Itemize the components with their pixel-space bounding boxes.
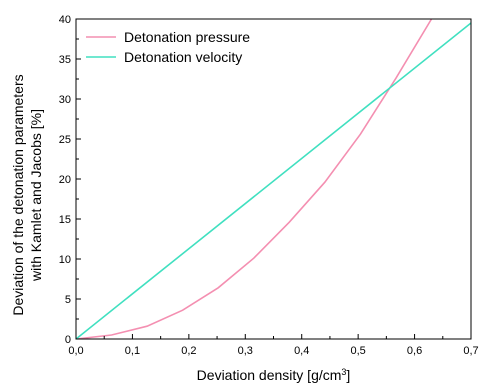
y-axis-title-line1: Deviation of the detonation parameters — [10, 74, 26, 315]
x-tick-label: 0,1 — [125, 345, 140, 357]
x-axis-title-end: ] — [346, 367, 350, 383]
x-tick-label: 0,7 — [463, 345, 478, 357]
legend: Detonation pressure Detonation velocity — [86, 29, 250, 65]
x-axis-title-superscript: 3 — [341, 367, 346, 377]
y-tick-label: 0 — [65, 334, 71, 346]
x-tick-label: 0,6 — [407, 345, 422, 357]
legend-label: Detonation pressure — [124, 29, 250, 45]
y-tick-label: 5 — [65, 294, 71, 306]
x-axis-title-main: Deviation density [g/cm — [197, 367, 342, 383]
x-tick-label: 0,2 — [181, 345, 196, 357]
y-tick-label: 25 — [59, 134, 71, 146]
y-axis-title-line2: with Kamlet and Jacobs [%] — [28, 109, 44, 282]
y-axis-title: Deviation of the detonation parameters w… — [10, 74, 44, 315]
x-axis-ticks: 0,0 0,1 0,2 0,3 0,4 0,5 0,6 0,7 — [68, 334, 479, 357]
x-tick-label: 0,0 — [68, 345, 83, 357]
plot-lines — [76, 19, 471, 339]
y-tick-label: 20 — [59, 174, 71, 186]
series-line-detonation-pressure — [76, 19, 433, 339]
x-tick-label: 0,3 — [238, 345, 253, 357]
series-line-detonation-velocity — [76, 22, 471, 339]
x-axis-title: Deviation density [g/cm3] — [197, 367, 351, 383]
y-tick-label: 35 — [59, 54, 71, 66]
y-tick-label: 40 — [59, 14, 71, 26]
y-axis-ticks: 0 5 10 15 20 25 30 35 40 — [59, 14, 81, 346]
x-tick-label: 0,4 — [294, 345, 309, 357]
y-tick-label: 10 — [59, 254, 71, 266]
y-tick-label: 30 — [59, 94, 71, 106]
legend-label: Detonation velocity — [124, 49, 242, 65]
y-tick-label: 15 — [59, 214, 71, 226]
x-tick-label: 0,5 — [350, 345, 365, 357]
